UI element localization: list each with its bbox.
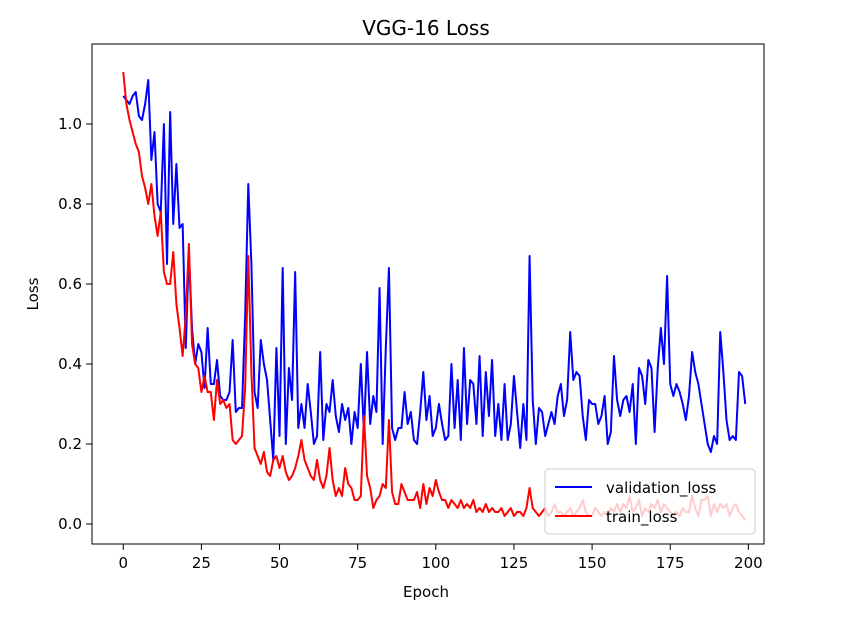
y-tick-label: 0.4 (58, 355, 82, 373)
y-tick-label: 1.0 (58, 115, 82, 133)
x-axis-label: Epoch (403, 583, 449, 601)
y-tick-label: 0.8 (58, 195, 82, 213)
series-line-validation-loss (122, 79, 747, 461)
y-axis: 0.0 0.2 0.4 0.6 0.8 1.0 (58, 115, 92, 533)
legend-box (544, 468, 756, 535)
x-tick-label: 200 (734, 554, 763, 572)
chart-title: VGG-16 Loss (362, 16, 490, 40)
x-tick-label: 150 (578, 554, 607, 572)
x-tick-label: 50 (270, 554, 289, 572)
x-tick-label: 75 (348, 554, 367, 572)
x-tick-label: 125 (500, 554, 529, 572)
legend-label-train-loss: train_loss (606, 508, 678, 527)
x-axis: 0 25 50 75 100 125 150 175 200 (118, 544, 763, 572)
legend: validation_loss train_loss (544, 468, 756, 535)
x-tick-label: 25 (192, 554, 211, 572)
y-tick-label: 0.6 (58, 275, 82, 293)
y-tick-label: 0.0 (58, 515, 82, 533)
y-tick-label: 0.2 (58, 435, 82, 453)
legend-label-validation-loss: validation_loss (606, 479, 717, 498)
x-tick-label: 175 (656, 554, 685, 572)
plot-area-frame (91, 43, 765, 545)
y-axis-label: Loss (24, 277, 42, 310)
x-tick-label: 0 (118, 554, 128, 572)
x-tick-label: 100 (421, 554, 450, 572)
